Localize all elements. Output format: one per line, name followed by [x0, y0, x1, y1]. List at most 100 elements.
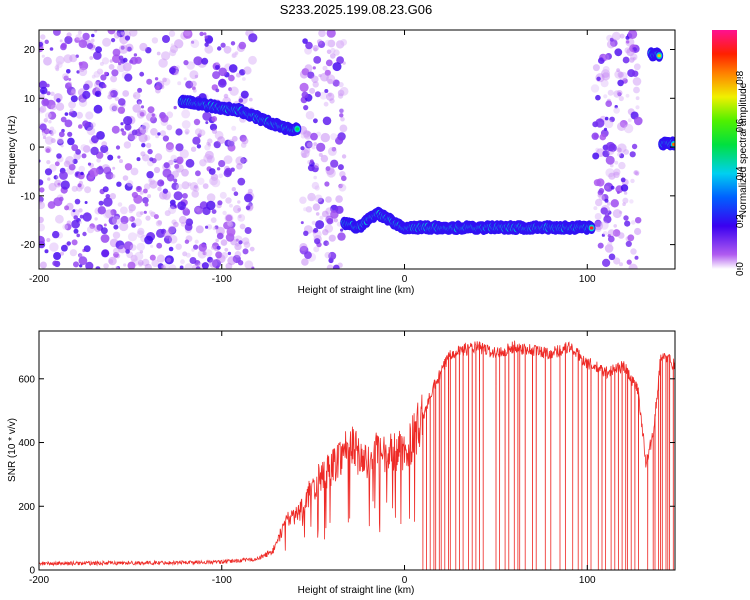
noise-speckle: [231, 187, 236, 192]
noise-speckle: [195, 170, 201, 177]
noise-speckle: [127, 216, 132, 222]
noise-speckle: [225, 197, 232, 204]
noise-speckle: [55, 67, 60, 72]
noise-speckle: [136, 242, 145, 252]
noise-speckle: [213, 141, 221, 149]
noise-speckle: [170, 45, 178, 54]
noise-speckle: [199, 159, 207, 167]
noise-speckle: [300, 149, 310, 158]
noise-speckle: [41, 98, 50, 107]
noise-speckle: [83, 245, 91, 253]
noise-speckle: [77, 183, 82, 188]
noise-speckle: [129, 30, 138, 37]
noise-speckle: [185, 158, 195, 168]
noise-speckle: [205, 121, 209, 125]
noise-speckle: [211, 209, 217, 215]
noise-speckle: [603, 127, 608, 131]
noise-speckle: [104, 71, 108, 76]
noise-speckle: [48, 182, 57, 192]
noise-speckle: [608, 235, 615, 243]
noise-speckle: [165, 144, 174, 153]
noise-speckle: [163, 230, 172, 239]
noise-speckle: [111, 105, 118, 112]
noise-speckle: [617, 122, 626, 131]
noise-speckle: [60, 116, 67, 123]
noise-speckle: [105, 151, 109, 155]
noise-speckle: [51, 129, 57, 135]
noise-speckle: [54, 161, 60, 167]
noise-speckle: [184, 223, 193, 231]
noise-speckle: [68, 163, 76, 171]
noise-speckle: [593, 179, 601, 187]
noise-speckle: [304, 251, 312, 259]
noise-speckle: [244, 193, 253, 203]
noise-speckle: [629, 151, 636, 158]
noise-speckle: [320, 132, 330, 143]
noise-speckle: [86, 43, 94, 50]
noise-speckle: [168, 235, 178, 244]
noise-speckle: [64, 35, 73, 45]
noise-speckle: [617, 71, 624, 78]
noise-speckle: [610, 185, 615, 190]
noise-speckle: [632, 56, 636, 60]
noise-speckle: [122, 57, 128, 63]
noise-speckle: [171, 219, 177, 225]
noise-speckle: [633, 63, 641, 71]
noise-speckle: [326, 49, 332, 55]
noise-speckle: [67, 131, 73, 137]
noise-speckle: [57, 138, 64, 146]
noise-speckle: [626, 48, 635, 57]
noise-speckle: [227, 221, 234, 228]
noise-speckle: [145, 47, 152, 54]
noise-speckle: [605, 100, 612, 107]
noise-speckle: [78, 208, 83, 213]
noise-speckle: [203, 32, 207, 36]
noise-speckle: [328, 234, 336, 242]
colorbar-ticks: 0.0 0.2 0.4 0.6 0.8: [735, 70, 746, 276]
noise-speckle: [49, 130, 53, 135]
noise-speckle: [90, 38, 95, 43]
noise-speckle: [168, 206, 177, 215]
noise-speckle: [314, 238, 321, 245]
noise-speckle: [44, 146, 52, 154]
noise-speckle: [168, 264, 177, 269]
spectrogram-y-tick-label: -20: [21, 240, 36, 251]
noise-speckle: [210, 245, 216, 250]
noise-speckle: [248, 97, 253, 102]
noise-speckle: [89, 56, 94, 60]
noise-speckle: [220, 42, 226, 48]
noise-speckle: [220, 239, 228, 246]
noise-speckle: [322, 65, 328, 71]
noise-speckle: [39, 201, 43, 205]
noise-speckle: [39, 86, 48, 95]
noise-speckle: [330, 159, 339, 168]
noise-speckle: [93, 71, 101, 78]
noise-speckle: [223, 221, 231, 230]
noise-speckle: [46, 91, 51, 96]
noise-speckle: [122, 175, 129, 181]
noise-speckle: [158, 58, 168, 68]
noise-speckle: [95, 46, 102, 53]
noise-speckle: [326, 242, 330, 246]
noise-speckle: [116, 30, 125, 38]
noise-speckle: [228, 74, 235, 82]
noise-speckle: [91, 74, 96, 79]
noise-speckle: [323, 240, 329, 246]
noise-speckle: [616, 90, 623, 96]
noise-speckle: [623, 123, 634, 134]
noise-speckle: [201, 57, 209, 65]
noise-speckle: [632, 47, 637, 52]
noise-speckle: [115, 145, 121, 150]
noise-speckle: [67, 137, 75, 146]
noise-speckle: [131, 222, 137, 228]
noise-speckle: [129, 216, 136, 222]
noise-speckle: [117, 63, 126, 73]
noise-speckle: [330, 47, 336, 54]
noise-speckle: [235, 156, 245, 166]
noise-speckle: [215, 61, 220, 66]
noise-speckle: [217, 46, 222, 51]
noise-speckle: [630, 53, 638, 61]
noise-speckle: [119, 221, 129, 232]
noise-speckle: [149, 180, 158, 189]
noise-speckle: [109, 193, 117, 200]
